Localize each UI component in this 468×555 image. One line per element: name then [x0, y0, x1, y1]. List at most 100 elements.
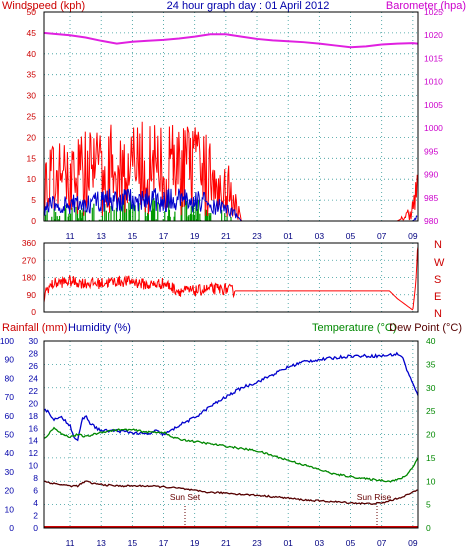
wind-barometer-panel: 0510152025303540455098098599099510001005…	[27, 7, 444, 241]
p3-xtick-01: 01	[283, 538, 293, 548]
p3-xtick-11: 11	[66, 538, 75, 548]
rain-ytick-24: 24	[29, 373, 39, 383]
wind-gust-line	[43, 121, 418, 222]
wind-dir-letter-e: E	[434, 291, 441, 303]
sunset-label: Sun Set	[170, 492, 201, 502]
rain-ytick-8: 8	[33, 473, 38, 483]
wind-ytick-40: 40	[27, 49, 37, 59]
humidity-ytick-50: 50	[5, 430, 15, 440]
p1-xtick-19: 19	[190, 231, 200, 241]
humidity-ytick-70: 70	[5, 392, 15, 402]
wind-ytick-5: 5	[31, 195, 36, 205]
humidity-ytick-30: 30	[5, 467, 15, 477]
sunrise-label: Sun Rise	[357, 492, 392, 502]
wind-direction-line	[43, 246, 419, 311]
baro-ytick-985: 985	[424, 193, 438, 203]
temp-ytick-0: 0	[426, 523, 431, 533]
dewpoint-axis-title: Dew Point (°C)	[389, 322, 462, 334]
wind-ytick-25: 25	[27, 112, 37, 122]
temp-ytick-5: 5	[426, 500, 431, 510]
chart-title: 24 hour graph day : 01 April 2012	[167, 0, 330, 12]
wind-dir-letter-n2: N	[434, 308, 442, 320]
dewpoint-line	[44, 480, 419, 505]
windspeed-axis-title: Windspeed (kph)	[2, 0, 85, 12]
p3-xtick-23: 23	[252, 538, 262, 548]
wind-ytick-30: 30	[27, 91, 37, 101]
humidity-ytick-80: 80	[5, 373, 15, 383]
temp-ytick-35: 35	[426, 359, 436, 369]
baro-ytick-980: 980	[424, 216, 438, 226]
p3-xtick-21: 21	[221, 538, 231, 548]
humidity-ytick-20: 20	[5, 486, 15, 496]
dir-ytick-180: 180	[22, 273, 36, 283]
p1-xtick-01: 01	[283, 231, 293, 241]
p1-xtick-21: 21	[221, 231, 231, 241]
barometer-line	[43, 31, 418, 49]
baro-ytick-990: 990	[424, 170, 438, 180]
dir-ytick-360: 360	[22, 238, 36, 248]
temp-ytick-25: 25	[426, 406, 436, 416]
wind-dir-letter-w: W	[434, 257, 445, 269]
rain-ytick-2: 2	[33, 511, 38, 521]
wind-direction-panel: 0 90 180 270 360	[22, 238, 419, 317]
baro-ytick-1010: 1010	[424, 77, 443, 87]
p3-xtick-09: 09	[408, 538, 418, 548]
wind-dir-letter-n: N	[434, 239, 442, 251]
rain-ytick-30: 30	[29, 336, 39, 346]
dir-ytick-0: 0	[31, 307, 36, 317]
wind-ytick-10: 10	[27, 174, 37, 184]
wind-ytick-0: 0	[31, 216, 36, 226]
humidity-ytick-90: 90	[5, 355, 15, 365]
temp-ytick-20: 20	[426, 430, 436, 440]
temp-ytick-40: 40	[426, 336, 436, 346]
baro-ytick-995: 995	[424, 146, 438, 156]
p1-xtick-15: 15	[128, 231, 138, 241]
p3-xtick-15: 15	[128, 538, 138, 548]
wind-ytick-20: 20	[27, 132, 37, 142]
dir-ytick-270: 270	[22, 255, 36, 265]
rain-ytick-14: 14	[29, 436, 39, 446]
humidity-axis-title: Humidity (%)	[68, 322, 131, 334]
rainfall-axis-title: Rainfall (mm)	[2, 322, 67, 334]
p1-xtick-05: 05	[346, 231, 356, 241]
humidity-ytick-10: 10	[5, 504, 15, 514]
humidity-ytick-0: 0	[9, 523, 14, 533]
rain-ytick-12: 12	[29, 448, 39, 458]
rain-ytick-18: 18	[29, 411, 39, 421]
wind-ytick-50: 50	[27, 7, 37, 17]
p3-xtick-05: 05	[346, 538, 356, 548]
rain-ytick-0: 0	[33, 523, 38, 533]
temp-ytick-30: 30	[426, 383, 436, 393]
rain-ytick-28: 28	[29, 348, 39, 358]
humidity-ytick-60: 60	[5, 411, 15, 421]
p1-xtick-17: 17	[159, 231, 169, 241]
p2-frame	[43, 242, 419, 313]
humidity-ytick-40: 40	[5, 448, 15, 458]
p1-xtick-23: 23	[252, 231, 262, 241]
wind-ytick-15: 15	[27, 153, 37, 163]
p3-xtick-03: 03	[315, 538, 325, 548]
p1-xtick-11: 11	[66, 231, 75, 241]
temperature-line	[43, 426, 419, 483]
rain-ytick-10: 10	[29, 461, 39, 471]
wind-dir-letter-s: S	[434, 274, 441, 286]
wind-ytick-35: 35	[27, 70, 37, 80]
rain-ytick-16: 16	[29, 423, 39, 433]
humidity-ytick-100: 100	[0, 336, 14, 346]
p3-xtick-13: 13	[96, 538, 106, 548]
rain-ytick-4: 4	[33, 498, 38, 508]
barometer-axis-title: Barometer (hpa)	[386, 0, 466, 12]
temp-humidity-panel: 0102030405060708090100024681012141618202…	[0, 336, 436, 548]
rain-ytick-22: 22	[29, 386, 39, 396]
rain-ytick-20: 20	[29, 398, 39, 408]
p3-frame	[43, 340, 419, 529]
baro-ytick-1005: 1005	[424, 100, 443, 110]
wind-ytick-45: 45	[27, 28, 37, 38]
temp-ytick-15: 15	[426, 453, 436, 463]
baro-ytick-1020: 1020	[424, 30, 443, 40]
p1-xtick-13: 13	[96, 231, 106, 241]
baro-ytick-1025: 1025	[424, 7, 443, 17]
temperature-axis-title: Temperature (°C)	[312, 322, 396, 334]
temp-ytick-10: 10	[426, 476, 436, 486]
